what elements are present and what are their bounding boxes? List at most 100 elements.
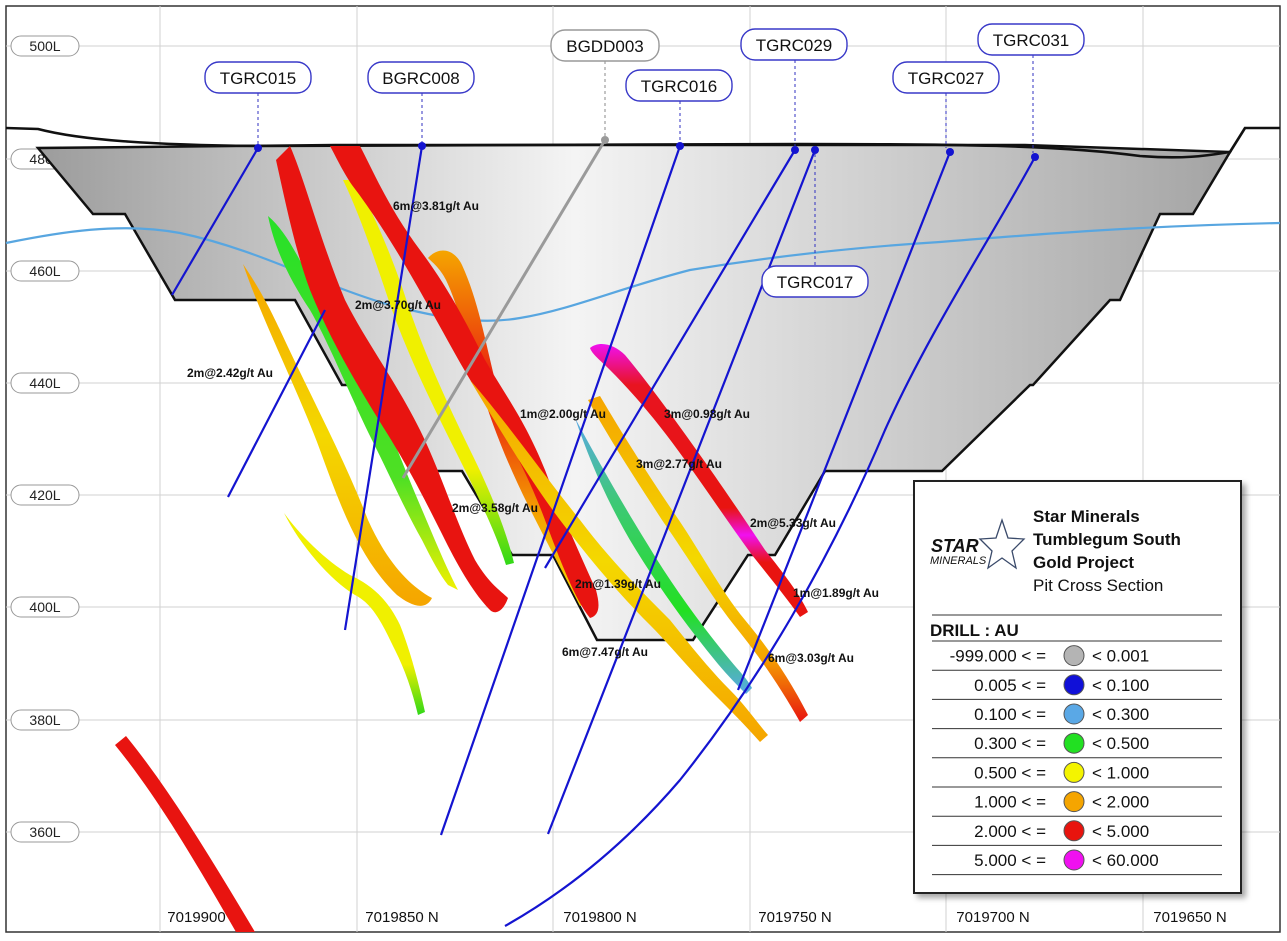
- hole-label-bgdd003: BGDD003: [550, 29, 660, 62]
- svg-text:TGRC027: TGRC027: [908, 69, 985, 88]
- intercept-label: 3m@0.98g/t Au: [664, 407, 750, 421]
- hole-label-tgrc029: TGRC029: [740, 28, 848, 61]
- svg-text:360L: 360L: [29, 824, 60, 840]
- legend-range-high: < 0.100: [1092, 676, 1149, 695]
- legend-range-high: < 0.001: [1092, 647, 1149, 666]
- ribbon-blue-green: [575, 418, 752, 694]
- svg-text:400L: 400L: [29, 599, 60, 615]
- hole-label-tgrc027: TGRC027: [892, 61, 1000, 94]
- intercept-label: 6m@3.03g/t Au: [768, 651, 854, 665]
- legend-range-high: < 1.000: [1092, 763, 1149, 782]
- legend-swatch: [1063, 761, 1085, 783]
- legend-range-high: < 2.000: [1092, 793, 1149, 812]
- legend-swatch: [1063, 674, 1085, 696]
- trace-bgdd003: [401, 139, 607, 479]
- intercept-label: 2m@5.33g/t Au: [750, 516, 836, 530]
- northing-labels: 7019900 N 7019850 N 7019800 N 7019750 N …: [167, 909, 1226, 926]
- hole-label-tgrc016: TGRC016: [625, 69, 733, 102]
- legend-range-high: < 0.500: [1092, 734, 1149, 753]
- intercept-label: 2m@3.58g/t Au: [452, 501, 538, 515]
- ribbon-yellow-a: [343, 180, 514, 565]
- trace-bgrc008: [343, 145, 424, 631]
- legend-range-low: 0.005 < =: [974, 676, 1046, 695]
- rl-label-460: 460L: [10, 260, 80, 282]
- ribbon-magenta-red: [590, 344, 808, 617]
- legend-row: 1.000 < = < 2.000: [932, 791, 1222, 817]
- drill-traces: [171, 139, 1036, 927]
- ribbon-deep-red: [115, 736, 255, 932]
- legend-title-line: Gold Project: [1033, 553, 1134, 572]
- intercept-label: 1m@1.89g/t Au: [793, 586, 879, 600]
- legend-range-low: 0.300 < =: [974, 734, 1046, 753]
- northing-7019750: 7019750 N: [758, 909, 831, 926]
- hole-label-tgrc031: TGRC031: [977, 23, 1085, 56]
- legend-range-low: 2.000 < =: [974, 822, 1046, 841]
- northing-7019850: 7019850 N: [365, 909, 438, 926]
- ribbon-red-a: [276, 146, 508, 613]
- hole-leaders: [257, 55, 1034, 266]
- legend-range-high: < 0.300: [1092, 705, 1149, 724]
- trace-tgrc027: [736, 151, 952, 691]
- svg-text:TGRC016: TGRC016: [641, 77, 718, 96]
- legend-row: 5.000 < = < 60.000: [932, 849, 1222, 876]
- legend-range-low: 1.000 < =: [974, 793, 1046, 812]
- legend-rows: -999.000 < = < 0.001 0.005 < = < 0.100 0.100…: [932, 645, 1222, 876]
- legend-swatch: [1063, 703, 1085, 725]
- legend-title-line: Tumblegum South: [1033, 530, 1181, 549]
- ribbon-orange-c: [588, 396, 808, 722]
- rl-label-380: 380L: [10, 709, 80, 731]
- trace-tgrc016: [439, 145, 682, 836]
- hole-label-tgrc017: TGRC017: [761, 265, 869, 298]
- legend-range-high: < 5.000: [1092, 822, 1149, 841]
- legend-row: 0.300 < = < 0.500: [932, 732, 1222, 759]
- legend-title-line: Star Minerals: [1033, 507, 1140, 526]
- star-minerals-logo: STAR MINERALS: [930, 517, 1026, 570]
- svg-text:BGDD003: BGDD003: [566, 37, 643, 56]
- ribbon-tgrc015-orange: [243, 264, 432, 606]
- northing-7019900: 7019900 N: [167, 909, 240, 926]
- hole-labels: TGRC015 BGRC008 BGDD003 TGRC016 TGRC029 …: [204, 23, 1085, 298]
- legend-swatch: [1063, 732, 1085, 754]
- intercept-annotations: 6m@3.81g/t Au 2m@3.70g/t Au 2m@2.42g/t A…: [187, 199, 879, 665]
- rl-label-500: 500L: [10, 35, 80, 57]
- intercept-label: 2m@1.39g/t Au: [575, 577, 661, 591]
- intercept-ribbons: [115, 146, 808, 932]
- rl-label-360: 360L: [10, 821, 80, 843]
- svg-text:TGRC015: TGRC015: [220, 69, 297, 88]
- legend-header: DRILL : AU: [930, 621, 1019, 640]
- legend-range-high: < 60.000: [1092, 851, 1159, 870]
- hole-label-tgrc015: TGRC015: [204, 61, 312, 94]
- northing-7019800: 7019800 N: [563, 909, 636, 926]
- ribbon-green: [268, 216, 458, 590]
- trace-tgrc029: [544, 149, 796, 569]
- hole-label-bgrc008: BGRC008: [367, 61, 475, 94]
- legend-range-low: 5.000 < =: [974, 851, 1046, 870]
- svg-text:MINERALS: MINERALS: [930, 555, 987, 567]
- trace-tgrc015: [171, 147, 259, 296]
- legend-range-low: 0.100 < =: [974, 705, 1046, 724]
- trace-tgrc031-fix: [504, 156, 1036, 927]
- legend-swatch: [1063, 645, 1085, 667]
- trace-tgrc015-lower: [227, 309, 326, 498]
- legend-row: 0.100 < = < 0.300: [932, 703, 1222, 730]
- legend-swatch: [1063, 849, 1085, 871]
- svg-text:500L: 500L: [29, 38, 60, 54]
- rl-label-400: 400L: [10, 596, 80, 618]
- svg-text:440L: 440L: [29, 375, 60, 391]
- legend-row: -999.000 < = < 0.001: [932, 645, 1222, 671]
- svg-text:TGRC017: TGRC017: [777, 273, 854, 292]
- svg-text:420L: 420L: [29, 487, 60, 503]
- rl-label-440: 440L: [10, 372, 80, 394]
- trace-tgrc017: [546, 149, 817, 835]
- svg-text:STAR: STAR: [931, 536, 979, 556]
- figure-frame: [5, 5, 1281, 933]
- ribbon-tgrc015-yellow: [284, 513, 425, 715]
- svg-text:380L: 380L: [29, 712, 60, 728]
- intercept-label: 1m@2.00g/t Au: [520, 407, 606, 421]
- legend-range-low: -999.000 < =: [950, 647, 1046, 666]
- northing-7019700: 7019700 N: [956, 909, 1029, 926]
- legend-row: 0.005 < = < 0.100: [932, 674, 1222, 700]
- intercept-label: 6m@7.47g/t Au: [562, 645, 648, 659]
